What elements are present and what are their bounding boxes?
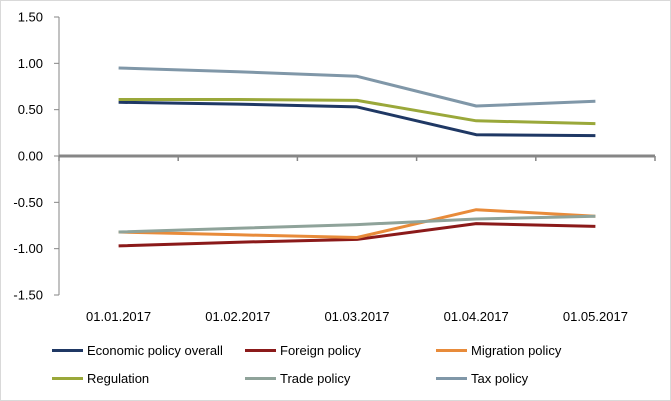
series-line-regulation bbox=[118, 98, 596, 126]
x-tick-label: 01.01.2017 bbox=[86, 309, 151, 324]
chart-legend: Economic policy overall Foreign policy M… bbox=[0, 336, 671, 396]
y-tick-label: -1.50 bbox=[13, 288, 43, 303]
series-line-economic-policy-overall bbox=[118, 100, 596, 138]
legend-label: Tax policy bbox=[471, 370, 529, 386]
legend-item-foreign-policy: Foreign policy bbox=[245, 340, 361, 360]
x-tick-label: 01.02.2017 bbox=[205, 309, 270, 324]
legend-swatch bbox=[52, 348, 83, 352]
y-tick-label: -0.50 bbox=[13, 195, 43, 210]
y-tick-label: 1.50 bbox=[18, 10, 43, 25]
series-line-tax-policy bbox=[118, 66, 596, 108]
legend-item-tax-policy: Tax policy bbox=[436, 368, 528, 388]
line-chart: 1.50 1.00 0.50 0.00 -0.50 -1.00 -1.50 01.01.20… bbox=[13, 10, 656, 324]
x-tick-label: 01.03.2017 bbox=[324, 309, 389, 324]
legend-swatch bbox=[245, 376, 276, 380]
legend-label: Trade policy bbox=[280, 370, 351, 386]
y-tick-label: 0.00 bbox=[18, 149, 43, 164]
legend-label: Economic policy overall bbox=[87, 342, 223, 358]
legend-item-migration-policy: Migration policy bbox=[436, 340, 561, 360]
y-tick-label: -1.00 bbox=[13, 241, 43, 256]
series-line-trade-policy bbox=[118, 214, 596, 234]
legend-item-regulation: Regulation bbox=[52, 368, 149, 388]
series-line-migration-policy bbox=[118, 208, 596, 239]
legend-swatch bbox=[245, 348, 276, 352]
legend-label: Regulation bbox=[87, 370, 150, 386]
series-line-foreign-policy bbox=[118, 222, 596, 248]
legend-label: Foreign policy bbox=[280, 342, 361, 358]
y-tick-label: 1.00 bbox=[18, 56, 43, 71]
legend-item-trade-policy: Trade policy bbox=[245, 368, 350, 388]
x-tick-label: 01.04.2017 bbox=[444, 309, 509, 324]
y-tick-label: 0.50 bbox=[18, 102, 43, 117]
legend-swatch bbox=[436, 348, 467, 352]
legend-swatch bbox=[52, 376, 83, 380]
legend-item-economic-policy-overall: Economic policy overall bbox=[52, 340, 223, 360]
legend-swatch bbox=[436, 376, 467, 380]
x-tick-label: 01.05.2017 bbox=[563, 309, 628, 324]
legend-label: Migration policy bbox=[471, 342, 562, 358]
